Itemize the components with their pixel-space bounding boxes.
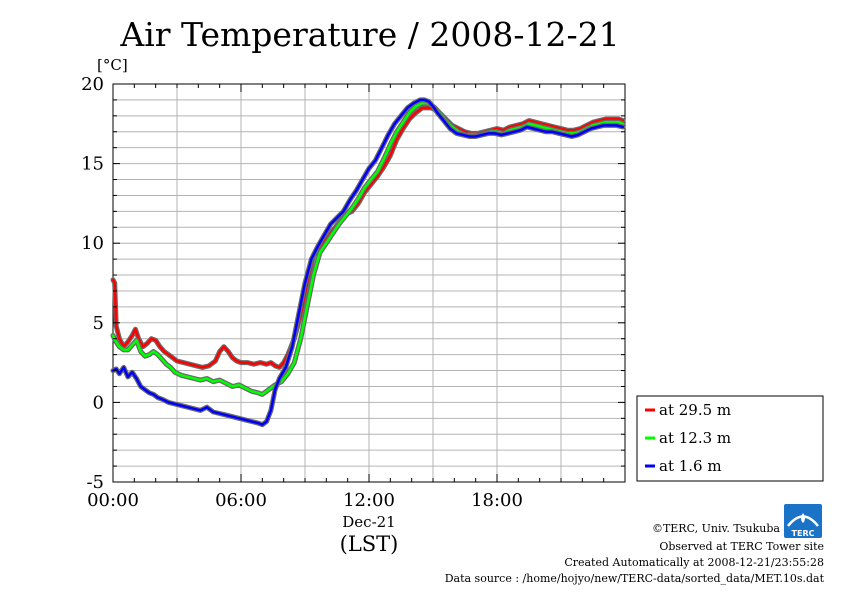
series-line: [111, 106, 625, 369]
series-line-shadow: [110, 100, 626, 397]
terc-logo: TERC: [784, 504, 822, 538]
y-tick-label: 10: [81, 233, 104, 254]
y-tick-label: 15: [81, 154, 104, 175]
copyright-credit: ©TERC, Univ. Tsukuba: [652, 522, 780, 535]
observed-note: Observed at TERC Tower site: [659, 540, 824, 553]
y-tick-label: -5: [86, 472, 104, 493]
legend-label: at 29.5 m: [659, 401, 731, 419]
logo-text: TERC: [792, 529, 815, 538]
legend-box: [636, 395, 824, 482]
x-tick-label: 06:00: [215, 490, 267, 511]
y-tick-label: 0: [93, 392, 104, 413]
series-line: [111, 101, 625, 396]
legend-label: at 1.6 m: [659, 457, 722, 475]
x-tick-label: 12:00: [343, 490, 395, 511]
chart-title: Air Temperature / 2008-12-21: [119, 15, 619, 54]
y-tick-label: 20: [81, 74, 104, 95]
series-line: [111, 98, 625, 426]
y-axis-unit: [°C]: [97, 56, 128, 74]
created-timestamp: Created Automatically at 2008-12-21/23:5…: [564, 556, 824, 569]
series-line-shadow: [110, 105, 626, 370]
water-drop-icon: [801, 513, 805, 523]
axis-ticks: -5 0 5 10 15 20 00:00 06:00 12:00 18:00: [81, 74, 626, 511]
x-tick-label: 18:00: [471, 490, 523, 511]
grid-lines: [113, 84, 625, 482]
x-axis-date-label: Dec-21: [342, 513, 395, 531]
data-source-path: Data source : /home/hojyo/new/TERC-data/…: [445, 572, 825, 585]
legend: at 29.5 m at 12.3 m at 1.6 m: [636, 395, 824, 482]
x-axis-label: (LST): [340, 532, 399, 556]
legend-label: at 12.3 m: [659, 429, 731, 447]
x-tick-label: 00:00: [87, 490, 139, 511]
series-lines: [110, 97, 626, 428]
y-tick-label: 5: [93, 313, 104, 334]
